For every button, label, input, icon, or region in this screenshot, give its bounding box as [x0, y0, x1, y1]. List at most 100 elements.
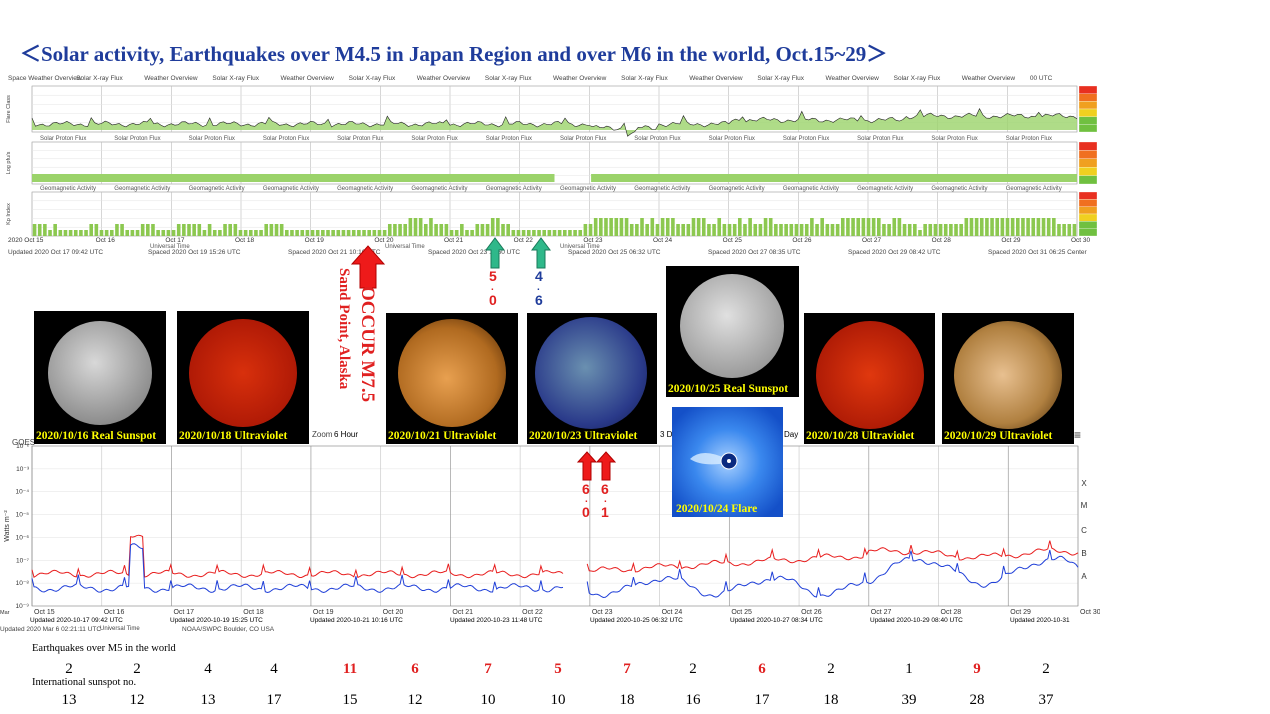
section-label: Space Weather Overview [8, 75, 82, 82]
goes-updated-label: Updated 2020-10-31 [1010, 617, 1070, 624]
kp-bar [635, 224, 639, 236]
kp-bar [861, 218, 866, 236]
universal-time-label: Universal Time [150, 244, 190, 250]
sun-disc-orange [398, 319, 506, 427]
earthquake-count: 6 [758, 661, 766, 677]
kp-bar [928, 224, 933, 236]
kp-bar [115, 224, 119, 236]
sun-disc-orange [954, 321, 1062, 429]
zoom-6-hour[interactable]: 6 Hour [334, 430, 359, 439]
goes-date-tick: Oct 22 [522, 609, 543, 616]
menu-icon[interactable]: ≡ [1074, 428, 1082, 442]
sun-disc-white [48, 321, 152, 425]
kp-bar [877, 218, 881, 236]
kp-bar [1021, 218, 1025, 236]
kp-bar [310, 230, 315, 236]
zoom-3-day[interactable]: 3 D [660, 430, 673, 439]
date-tick: 2020 Oct 15 [8, 237, 44, 244]
kp-bar [84, 230, 88, 236]
kp-bar [238, 230, 243, 236]
coronagraph-svg [672, 407, 783, 517]
goes-xray-svg: 10⁻² 10⁻³ 10⁻⁴ 10⁻⁵ 10⁻⁶ 10⁻⁷ 10⁻⁸ 10⁻⁹ Watts m⁻… [0, 436, 1101, 646]
sunspot-count: 16 [685, 692, 701, 708]
goes-footer-left: Updated 2020 Mar 6 02:21:11 UTC [0, 626, 102, 633]
kp-bar [907, 224, 912, 236]
section-label: Weather Overview [962, 75, 1016, 82]
universal-time-label: Universal Time [385, 244, 425, 250]
kp-bar [779, 224, 783, 236]
kp-bar [799, 224, 804, 236]
kp-bar [295, 230, 299, 236]
kp-bar [866, 218, 871, 236]
kp-bar [835, 224, 840, 236]
sunspot-count: 37 [1038, 692, 1054, 708]
xray-short-trace [31, 543, 564, 594]
kp-bar [254, 230, 258, 236]
green-2-dot: . [537, 282, 540, 293]
section-label: Weather Overview [826, 75, 880, 82]
goes-date-tick: Oct 26 [801, 609, 822, 616]
kp-bar [712, 224, 716, 236]
red-2-dot: . [604, 494, 607, 505]
section-label: Solar X-ray Flux [485, 75, 532, 82]
date-tick: Oct 17 [165, 237, 185, 244]
goes-footer-right: NOAA/SWPC Boulder, CO USA [182, 626, 275, 633]
geo-label: Geomagnetic Activity [189, 186, 245, 192]
kp-bar [403, 224, 408, 236]
sunspot-count: 13 [200, 692, 216, 708]
sunspot-count: 12 [407, 692, 423, 708]
kp-bar [444, 224, 449, 236]
sunspot-count: 18 [619, 692, 635, 708]
kp-bar [660, 218, 665, 236]
kp-bar [614, 218, 619, 236]
earthquake-count: 2 [65, 661, 73, 677]
kp-bar [588, 224, 593, 236]
kp-bar [568, 230, 572, 236]
kp-bar [516, 230, 521, 236]
proton-label: Solar Proton Flux [1006, 136, 1052, 142]
kp-bar [506, 224, 510, 236]
green-arrow-1 [485, 237, 505, 269]
kp-bar [418, 218, 423, 236]
kp-bar [151, 224, 155, 236]
sun-image-1025: 2020/10/25 Real Sunspot [666, 266, 799, 397]
kp-bar [351, 230, 356, 236]
kp-bar [738, 218, 742, 236]
kp-bar [645, 224, 649, 236]
kp-bar [887, 224, 891, 236]
kp-bar [130, 230, 135, 236]
flare-class-label: X [1081, 479, 1087, 488]
kp-bar [671, 218, 675, 236]
xray-long-trace [586, 540, 1079, 573]
geo-label: Geomagnetic Activity [114, 186, 170, 192]
kp-bar [274, 224, 279, 236]
kp-bar [1005, 218, 1010, 236]
geo-label: Geomagnetic Activity [40, 186, 96, 192]
section-label: Solar X-ray Flux [212, 75, 259, 82]
kp-bar [624, 218, 629, 236]
kp-bar [156, 230, 160, 236]
kp-bar [599, 218, 603, 236]
proton-label: Solar Proton Flux [411, 136, 457, 142]
kp-bar [37, 224, 42, 236]
kp-bar [707, 224, 711, 236]
earthquake-count: 2 [689, 661, 697, 677]
goes-date-tick: Oct 23 [592, 609, 613, 616]
red-2-digit-2: 1 [601, 504, 609, 520]
goes-date-tick: Oct 19 [313, 609, 334, 616]
sunspot-count: 39 [901, 692, 917, 708]
kp-bar [629, 224, 634, 236]
row-label-earthquakes: Earthquakes over M5 in the world [32, 643, 176, 654]
goes-date-tick: Oct 30 [1080, 609, 1100, 616]
space-weather-overview-panel: Space Weather Overview Solar X-ray Flux We… [0, 72, 1100, 257]
kp-bar [223, 224, 227, 236]
zoom-day[interactable]: Day [784, 430, 799, 439]
kp-bar [135, 230, 140, 236]
kp-bar [465, 230, 469, 236]
proton-label: Solar Proton Flux [857, 136, 903, 142]
kp-bar [362, 230, 366, 236]
kp-bar [753, 224, 758, 236]
kp-bar [1026, 218, 1030, 236]
kp-bar [321, 230, 325, 236]
goes-frame [31, 445, 1079, 607]
